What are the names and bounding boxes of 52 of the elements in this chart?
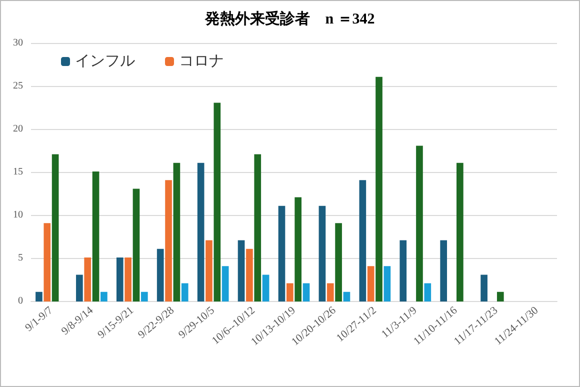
bar [480, 274, 488, 302]
bar [140, 292, 148, 302]
y-tick-label: 5 [18, 252, 23, 264]
bar [52, 154, 59, 302]
bar [424, 283, 432, 302]
bar [400, 240, 407, 302]
legend-label: インフル [75, 54, 135, 70]
bar [416, 146, 423, 302]
bar [246, 248, 253, 302]
bar [238, 240, 245, 302]
y-tick-label: 25 [13, 80, 23, 92]
bar [132, 188, 140, 302]
bar [124, 258, 132, 302]
bar [440, 240, 448, 302]
bar [36, 292, 42, 302]
bar [367, 266, 374, 302]
bar [222, 266, 229, 302]
bar [100, 292, 108, 302]
y-tick-label: 20 [13, 124, 23, 134]
bar [343, 292, 350, 302]
bar [286, 283, 294, 302]
chart-title: 発熱外来受診者 n ＝342 [204, 10, 375, 28]
bar [294, 197, 302, 302]
bar [92, 172, 100, 302]
bar [278, 206, 286, 302]
bar [318, 206, 326, 302]
bar [116, 258, 124, 302]
bar [456, 162, 464, 302]
y-tick-label: 0 [18, 296, 23, 306]
bar [181, 283, 188, 302]
bar [359, 180, 366, 302]
y-tick-label: 30 [13, 38, 23, 48]
bar [496, 292, 504, 302]
bar [165, 180, 172, 302]
legend-label: コロナ [179, 54, 224, 70]
y-tick-label: 10 [13, 210, 23, 220]
bar [44, 223, 51, 302]
bar [156, 248, 164, 302]
bar [302, 283, 310, 302]
bar [197, 162, 204, 302]
bar [84, 258, 92, 302]
bar [76, 274, 83, 302]
bar [384, 266, 391, 302]
bar [214, 102, 221, 302]
bar [335, 223, 342, 302]
bar [326, 283, 334, 302]
bar [173, 162, 180, 302]
bar [262, 274, 270, 302]
bar [254, 154, 262, 302]
bar [376, 76, 382, 302]
bar [206, 240, 212, 302]
y-tick-label: 15 [13, 166, 23, 178]
